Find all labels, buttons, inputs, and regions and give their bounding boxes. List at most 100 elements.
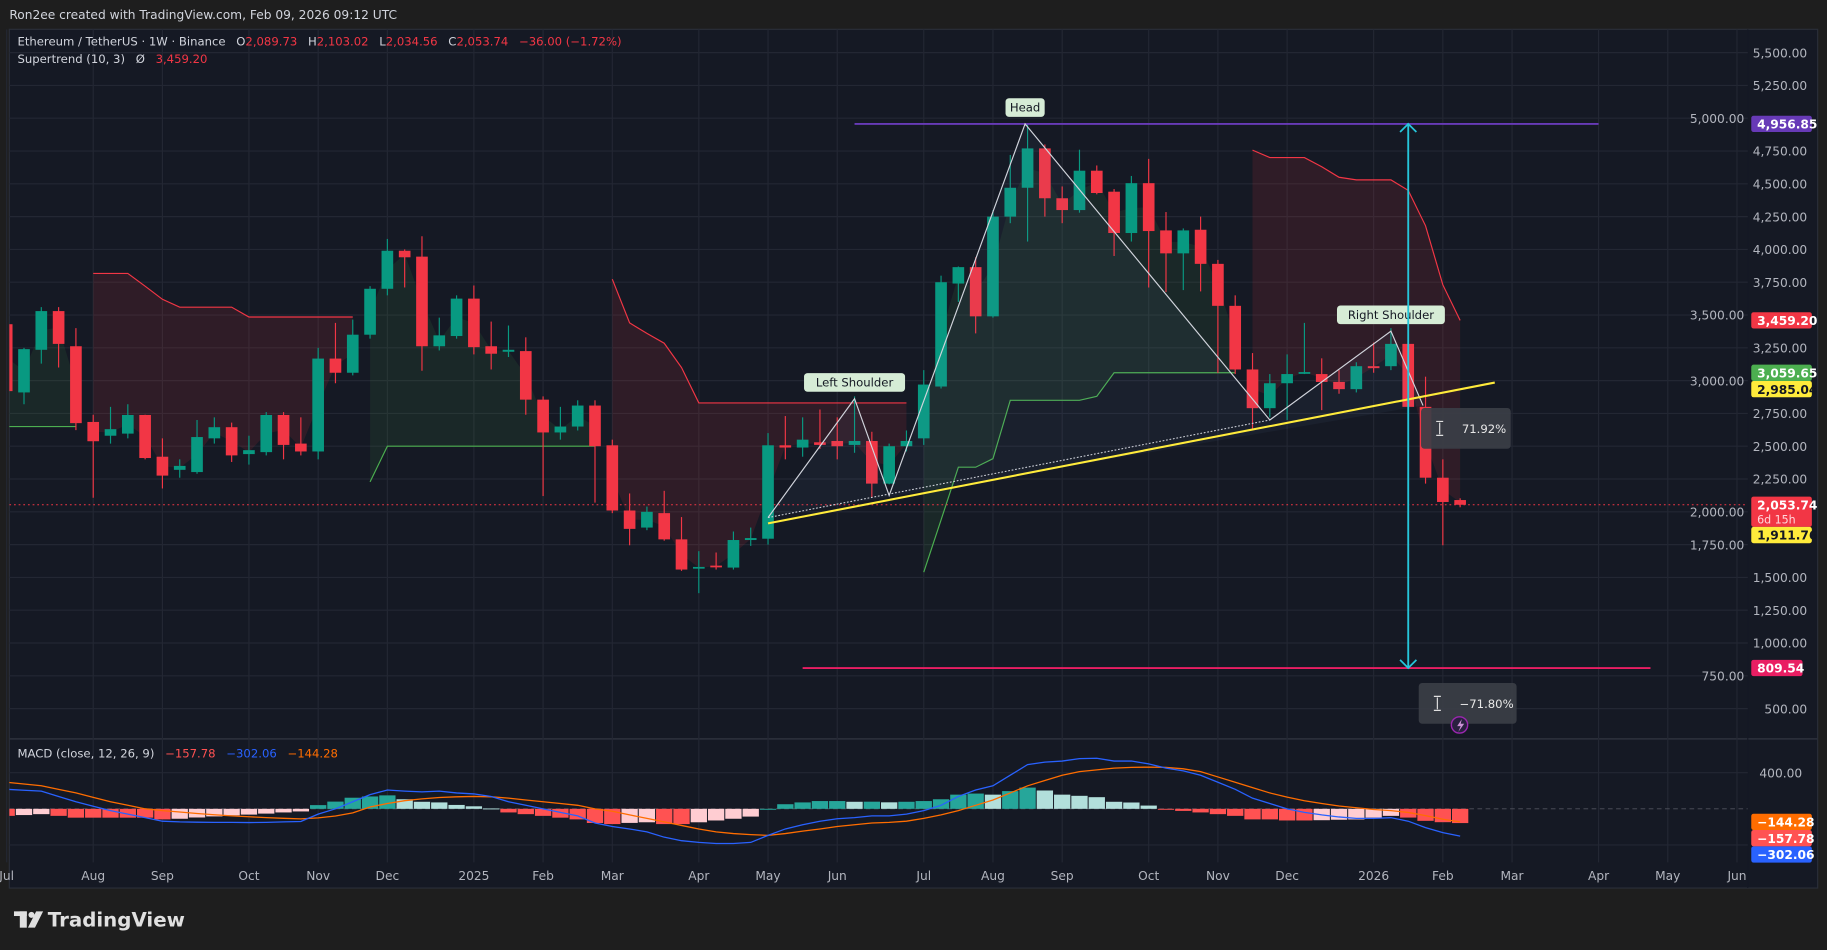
y-tick-label: 4,000.00 xyxy=(1753,243,1807,257)
price-badge: 1,911.76 xyxy=(1751,526,1817,544)
candle xyxy=(1108,189,1120,256)
candle-body xyxy=(675,539,688,570)
candle-body xyxy=(779,445,792,448)
candle xyxy=(260,412,273,456)
macd-histogram-bar xyxy=(85,808,102,818)
plot-area[interactable]: Left Shoulder Head Right Shoulder 71.92% −71… xyxy=(0,98,1748,845)
legend-symbol[interactable]: Ethereum / TetherUS · 1W · Binance xyxy=(17,35,225,49)
candle-body xyxy=(1212,263,1224,306)
candle-body xyxy=(173,465,186,470)
candle-body xyxy=(987,216,999,317)
candle xyxy=(329,322,342,384)
macd-histogram-bar xyxy=(1400,808,1417,818)
macd-histogram-bar xyxy=(1227,808,1244,816)
candle-body xyxy=(1246,369,1259,409)
x-tick-label: Mar xyxy=(601,869,625,883)
y-tick-label: 3,500.00 xyxy=(1690,309,1744,323)
price-badge-text: 3,059.65 xyxy=(1757,366,1817,380)
x-tick-label: Dec xyxy=(1275,869,1299,883)
candle xyxy=(1212,259,1224,374)
tradingview-logo[interactable]: TradingView xyxy=(13,909,185,932)
x-tick-label: Jul xyxy=(915,869,931,883)
candle xyxy=(243,435,255,465)
candle-body xyxy=(606,445,619,511)
measure-down-label: −71.80% xyxy=(1418,682,1517,724)
supertrend-fill-down xyxy=(612,279,907,568)
candle xyxy=(744,527,757,546)
supertrend-fill-up xyxy=(9,327,76,427)
pattern-label-bg xyxy=(1336,305,1445,325)
legend-c-label: C xyxy=(448,35,456,49)
candle-body xyxy=(917,384,930,439)
axis-badges: 4,956.85 3,459.20 3,059.65 2,985.04 2,053.74… xyxy=(1751,115,1817,863)
candle xyxy=(104,406,117,444)
candle xyxy=(762,433,774,545)
y-tick-label: 1,500.00 xyxy=(1753,571,1807,585)
candle xyxy=(1229,295,1242,375)
macd-histogram-bar xyxy=(1105,801,1123,809)
candle-body xyxy=(208,427,221,439)
candle-body xyxy=(450,298,463,337)
y-tick-label: 1,750.00 xyxy=(1690,538,1744,552)
macd-histogram-bar xyxy=(1382,808,1400,816)
candle-body xyxy=(70,346,82,424)
price-badge-bg xyxy=(1751,846,1812,863)
candle xyxy=(87,414,100,498)
candle-body xyxy=(1090,170,1103,194)
macd-histogram-bar xyxy=(621,808,638,823)
candle xyxy=(1142,158,1155,288)
x-tick-label: 2026 xyxy=(1358,869,1389,883)
macd-histogram-bar xyxy=(33,808,50,815)
macd-legend-label[interactable]: MACD (close, 12, 26, 9) xyxy=(17,747,154,761)
candle xyxy=(1281,354,1293,420)
macd-histogram-bar xyxy=(431,802,448,809)
price-badge-text: 809.54 xyxy=(1757,662,1804,676)
y-tick-label: 3,750.00 xyxy=(1753,276,1807,290)
candle xyxy=(623,493,636,546)
macd-histogram-bar xyxy=(794,802,811,809)
candle xyxy=(1454,498,1466,508)
candle xyxy=(589,400,601,503)
price-badge: 2,985.04 xyxy=(1751,380,1817,398)
x-tick-label: Jun xyxy=(1726,869,1746,883)
candle-body xyxy=(831,440,844,447)
candle xyxy=(18,347,30,405)
candle xyxy=(208,417,221,444)
supertrend-legend-label[interactable]: Supertrend (10, 3) xyxy=(17,52,125,66)
chart-area[interactable] xyxy=(8,28,1819,889)
candle-body xyxy=(1333,381,1345,390)
y-tick-label: 2,500.00 xyxy=(1753,440,1807,454)
candle xyxy=(1333,370,1345,394)
macd-histogram-bar xyxy=(1175,808,1192,811)
candle-body xyxy=(952,267,965,284)
price-badge-text: −302.06 xyxy=(1757,848,1814,862)
candle xyxy=(70,328,82,431)
macd-histogram-bar xyxy=(379,795,396,809)
x-tick-label: Apr xyxy=(688,869,710,883)
macd-histogram-bar xyxy=(811,801,829,809)
macd-histogram-bar xyxy=(344,797,361,809)
macd-histogram-bar xyxy=(1071,795,1088,809)
measure-up-label-text: 71.92% xyxy=(1462,422,1506,436)
candle-body xyxy=(1437,477,1449,502)
x-tick-label: Oct xyxy=(238,869,259,883)
y-tick-label: 5,250.00 xyxy=(1753,79,1807,93)
macd-histogram-bar xyxy=(967,793,984,809)
candle-body xyxy=(1021,148,1034,188)
candle-body xyxy=(1125,183,1138,234)
macd-histogram-bar xyxy=(742,808,759,817)
price-badge-bg xyxy=(1751,526,1812,544)
candle xyxy=(969,257,982,334)
supertrend-line-down xyxy=(93,272,353,318)
macd-histogram-bar xyxy=(50,808,67,816)
price-badge-bg xyxy=(1751,364,1812,381)
candle xyxy=(468,285,480,355)
macd-histogram-bar xyxy=(1296,808,1313,821)
candle-body xyxy=(744,538,757,541)
macd-histogram-bar xyxy=(1330,808,1348,820)
candle-body xyxy=(935,282,947,387)
candle-body xyxy=(139,414,151,459)
macd-histogram-bar xyxy=(1244,808,1261,820)
macd-histogram-bar xyxy=(327,801,344,809)
price-badge-text: 4,956.85 xyxy=(1757,118,1817,132)
